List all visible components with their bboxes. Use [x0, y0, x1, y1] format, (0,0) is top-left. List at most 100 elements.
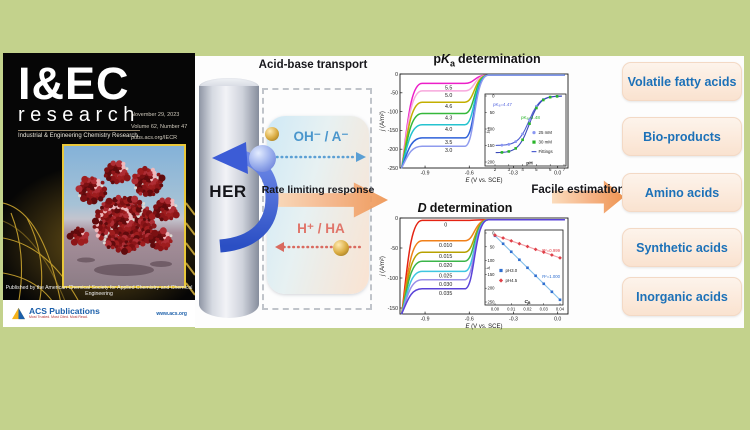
- pka-title-rest: determination: [458, 52, 541, 66]
- svg-text:0.010: 0.010: [439, 243, 452, 249]
- svg-text:j0.5: j0.5: [485, 127, 491, 134]
- svg-text:5.0: 5.0: [445, 93, 452, 99]
- issue-volume: Volume 62, Number 47: [131, 123, 188, 130]
- svg-text:pKₐ=4.48: pKₐ=4.48: [521, 115, 540, 120]
- application-box-volatile-fatty-acids: Volatile fatty acids: [622, 62, 742, 101]
- svg-text:5: 5: [535, 167, 538, 172]
- electrode-cylinder: [199, 86, 259, 318]
- svg-text:100: 100: [488, 258, 496, 263]
- response-label: Rate limiting response: [261, 184, 375, 196]
- svg-text:0.030: 0.030: [439, 282, 452, 288]
- estimation-label: Facile estimation: [531, 184, 625, 196]
- svg-text:0.00: 0.00: [491, 307, 500, 312]
- svg-text:0.01: 0.01: [507, 307, 516, 312]
- svg-text:-0.9: -0.9: [421, 171, 430, 177]
- svg-text:pH: pH: [526, 161, 533, 167]
- pka-determination-chart: 0 -50 -100 -150 -200 -250 -0.9 -0.6 -0.3 0.0 E (V …: [380, 72, 569, 184]
- application-box-bio-products: Bio-products: [622, 117, 742, 156]
- svg-text:0.035: 0.035: [439, 291, 452, 297]
- svg-text:R²=0.999: R²=0.999: [542, 248, 560, 253]
- application-box-amino-acids: Amino acids: [622, 173, 742, 212]
- svg-text:-0.6: -0.6: [465, 171, 474, 177]
- svg-text:-100: -100: [388, 276, 398, 282]
- publisher-name: ACS Publications: [29, 306, 100, 317]
- publisher-website: www.acs.org: [156, 310, 187, 317]
- svg-text:-0.3: -0.3: [509, 171, 518, 177]
- issue-info: November 29, 2023 Volume 62, Number 47 p…: [131, 110, 187, 145]
- svg-text:pH3.0: pH3.0: [506, 268, 518, 273]
- svg-text:CB: CB: [525, 299, 531, 305]
- svg-text:4.0: 4.0: [445, 127, 452, 133]
- svg-text:j (A/m²): j (A/m²): [380, 256, 386, 277]
- svg-text:pH4.5: pH4.5: [506, 278, 518, 283]
- svg-text:-200: -200: [388, 147, 398, 153]
- svg-text:250: 250: [488, 300, 496, 305]
- svg-text:-100: -100: [388, 109, 398, 115]
- cover-art-nanoclusters: [62, 144, 186, 288]
- journal-subtitle: research: [18, 104, 140, 126]
- svg-text:200: 200: [488, 286, 496, 291]
- svg-text:E (V vs. SCE): E (V vs. SCE): [465, 324, 502, 330]
- svg-text:-150: -150: [388, 128, 398, 134]
- acs-publications-logo: ACS Publications Most Trusted. Most Cite…: [11, 307, 100, 320]
- pka-title-p: p: [433, 52, 441, 66]
- svg-text:3.5: 3.5: [445, 140, 452, 146]
- acid-sphere-icon: [333, 240, 349, 256]
- svg-text:0.04: 0.04: [556, 307, 565, 312]
- svg-text:-250: -250: [388, 166, 398, 172]
- svg-text:R²=1.000: R²=1.000: [542, 274, 560, 279]
- svg-text:100: 100: [487, 127, 495, 132]
- svg-text:-0.6: -0.6: [465, 317, 474, 323]
- svg-text:3: 3: [508, 167, 511, 172]
- svg-text:2: 2: [494, 167, 497, 172]
- d-title-rest: determination: [429, 201, 513, 215]
- svg-text:j (A/m²): j (A/m²): [380, 111, 386, 132]
- molecule-cluster-art: [66, 160, 180, 276]
- svg-text:6: 6: [549, 167, 552, 172]
- svg-text:150: 150: [488, 272, 496, 277]
- svg-text:30 mM: 30 mM: [539, 140, 553, 145]
- svg-text:0: 0: [444, 222, 447, 228]
- svg-text:0.02: 0.02: [523, 307, 532, 312]
- pka-chart-title: pKa determination: [412, 52, 562, 69]
- svg-text:0.015: 0.015: [439, 254, 452, 260]
- cover-footer: ACS Publications Most Trusted. Most Cite…: [3, 300, 195, 327]
- issue-date: November 29, 2023: [131, 112, 180, 118]
- svg-text:4.6: 4.6: [445, 104, 452, 110]
- svg-text:Fittings: Fittings: [539, 149, 554, 154]
- svg-text:5.5: 5.5: [445, 85, 452, 91]
- svg-text:0.0: 0.0: [554, 171, 561, 177]
- application-box-inorganic-acids: Inorganic acids: [622, 277, 742, 316]
- svg-text:-0.3: -0.3: [509, 317, 518, 323]
- svg-text:pKₐ=4.47: pKₐ=4.47: [493, 102, 512, 107]
- base-transport-arrow-icon: [275, 152, 366, 162]
- svg-text:0: 0: [395, 72, 398, 78]
- svg-text:-0.9: -0.9: [421, 317, 430, 323]
- journal-title: I&EC: [18, 58, 130, 109]
- svg-text:0.020: 0.020: [439, 263, 452, 269]
- svg-text:jL: jL: [485, 266, 491, 270]
- svg-text:0: 0: [492, 94, 495, 99]
- journal-tagline: Industrial & Engineering Chemistry Resea…: [18, 130, 140, 139]
- journal-cover: I&EC research Industrial & Engineering C…: [3, 53, 195, 327]
- svg-text:50: 50: [490, 244, 495, 249]
- svg-text:25 mM: 25 mM: [539, 130, 553, 135]
- pka-title-k: K: [440, 52, 450, 66]
- svg-text:4.3: 4.3: [445, 115, 452, 121]
- proton-sphere-icon: [265, 127, 279, 141]
- acs-triangle-icon: [12, 307, 25, 320]
- cover-title-block: I&EC research Industrial & Engineering C…: [18, 61, 140, 139]
- base-species-label: OH⁻ / A⁻: [293, 129, 349, 144]
- hydroxide-sphere-icon: [249, 145, 276, 172]
- application-box-synthetic-acids: Synthetic acids: [622, 228, 742, 267]
- svg-text:150: 150: [487, 143, 495, 148]
- svg-text:4: 4: [521, 167, 524, 172]
- acid-transport-arrow-icon: [275, 242, 365, 252]
- svg-text:E (V vs. SCE): E (V vs. SCE): [465, 178, 502, 184]
- svg-text:0.025: 0.025: [439, 273, 452, 279]
- svg-text:50: 50: [490, 110, 495, 115]
- svg-text:0.0: 0.0: [554, 317, 561, 323]
- issue-url: pubs.acs.org/IECR: [131, 135, 178, 142]
- svg-text:0: 0: [395, 216, 398, 222]
